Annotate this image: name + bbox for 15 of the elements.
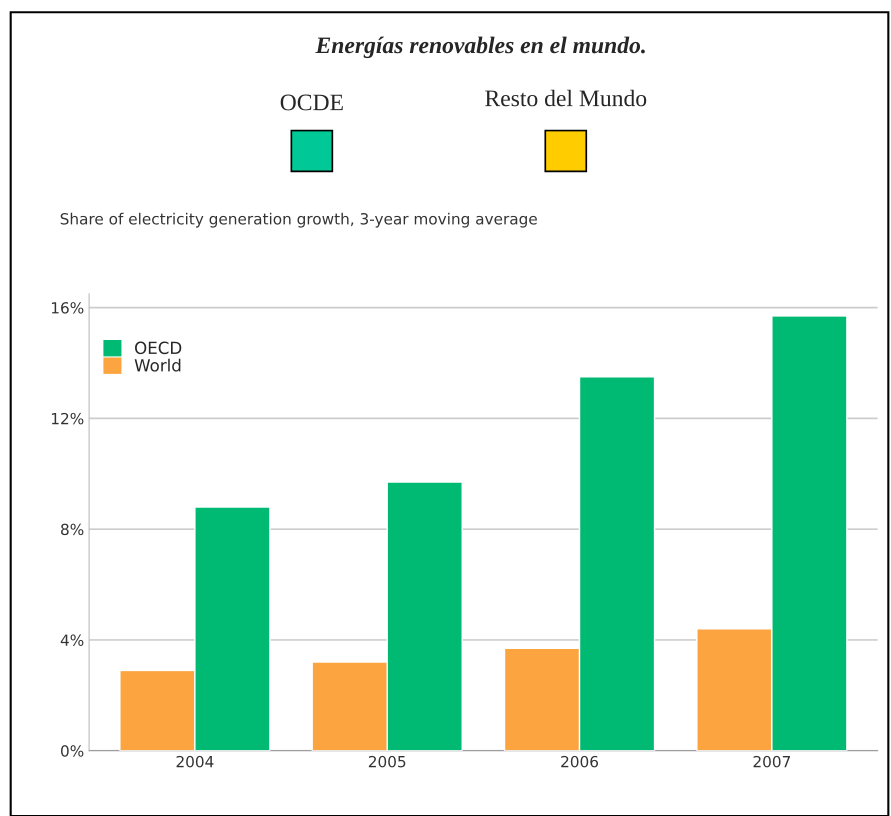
- y-tick-label: 0%: [61, 745, 84, 757]
- chart-title: Energías renovables en el mundo.: [315, 36, 645, 58]
- y-tick-label: 16%: [52, 302, 84, 314]
- chart-subtitle: Share of electricity generation growth, 3-year moving average: [60, 212, 537, 228]
- x-tick-label: 2006: [561, 756, 598, 768]
- x-tick-label: 2005: [368, 756, 406, 768]
- legend-label: OECD: [135, 342, 182, 354]
- y-tick-label: 12%: [52, 412, 84, 424]
- y-tick-label: 4%: [60, 634, 84, 646]
- x-tick-label: 2007: [754, 756, 790, 768]
- y-tick-label: 8%: [61, 524, 84, 536]
- text: OCDE: [280, 94, 343, 110]
- text: Resto del Mundo: [485, 90, 646, 106]
- legend-label: World: [134, 358, 180, 372]
- x-tick-label: 2004: [176, 756, 214, 768]
